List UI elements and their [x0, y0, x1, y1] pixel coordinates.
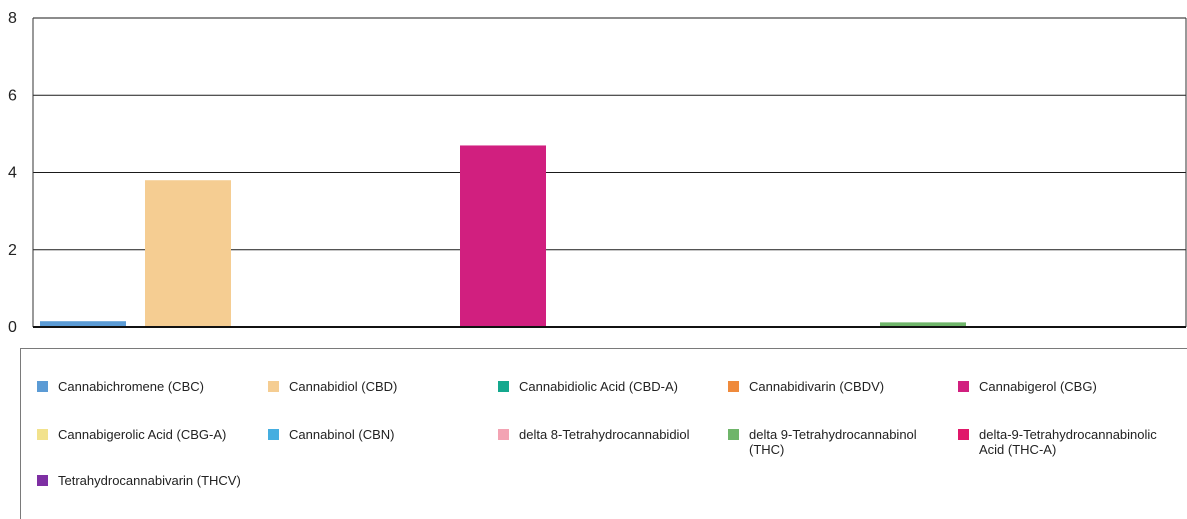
bar: [880, 322, 966, 327]
bar: [460, 145, 546, 327]
legend-item: Cannabidiol (CBD): [268, 379, 478, 394]
legend-item: delta-9-Tetrahydrocannabinolic Acid (THC…: [958, 427, 1183, 457]
legend-label: Cannabinol (CBN): [289, 427, 395, 442]
legend-label: Cannabichromene (CBC): [58, 379, 204, 394]
bars: [40, 145, 966, 328]
legend-swatch: [37, 475, 48, 486]
legend-swatch: [958, 429, 969, 440]
legend-swatch: [268, 381, 279, 392]
legend-item: Cannabidiolic Acid (CBD-A): [498, 379, 708, 394]
legend-item: delta 8-Tetrahydrocannabidiol: [498, 427, 708, 442]
legend-label: delta 9-Tetrahydrocannabinol (THC): [749, 427, 917, 457]
legend-swatch: [37, 381, 48, 392]
gridlines: [33, 17, 1186, 251]
legend-label: Cannabigerolic Acid (CBG-A): [58, 427, 227, 442]
legend-swatch: [37, 429, 48, 440]
legend-item: Cannabidivarin (CBDV): [728, 379, 938, 394]
legend: Cannabichromene (CBC) Cannabidiol (CBD) Ca…: [20, 348, 1187, 519]
y-tick-label: 6: [8, 87, 17, 104]
legend-label: delta 8-Tetrahydrocannabidiol: [519, 427, 690, 442]
y-tick-label: 8: [8, 10, 17, 27]
legend-item: Tetrahydrocannabivarin (THCV): [37, 473, 247, 488]
legend-swatch: [498, 381, 509, 392]
legend-label: Cannabidiolic Acid (CBD-A): [519, 379, 678, 394]
legend-swatch: [498, 429, 509, 440]
legend-item: Cannabinol (CBN): [268, 427, 478, 442]
legend-swatch: [728, 429, 739, 440]
legend-item: Cannabigerol (CBG): [958, 379, 1183, 394]
y-tick-label: 4: [8, 165, 17, 182]
legend-label: Tetrahydrocannabivarin (THCV): [58, 473, 241, 488]
bar: [40, 321, 126, 327]
legend-item: Cannabigerolic Acid (CBG-A): [37, 427, 247, 442]
y-axis-ticks: 0 2 4 6 8: [8, 10, 17, 336]
bar: [145, 180, 231, 327]
y-tick-label: 0: [8, 319, 17, 336]
legend-label: Cannabigerol (CBG): [979, 379, 1097, 394]
y-tick-label: 2: [8, 242, 17, 259]
legend-label: Cannabidiol (CBD): [289, 379, 398, 394]
legend-item: Cannabichromene (CBC): [37, 379, 247, 394]
legend-label: Cannabidivarin (CBDV): [749, 379, 885, 394]
legend-label: delta-9-Tetrahydrocannabinolic Acid (THC…: [979, 427, 1157, 457]
legend-item: delta 9-Tetrahydrocannabinol (THC): [728, 427, 938, 457]
chart: 0 2 4 6 8: [8, 10, 1187, 336]
legend-swatch: [958, 381, 969, 392]
legend-swatch: [728, 381, 739, 392]
legend-swatch: [268, 429, 279, 440]
